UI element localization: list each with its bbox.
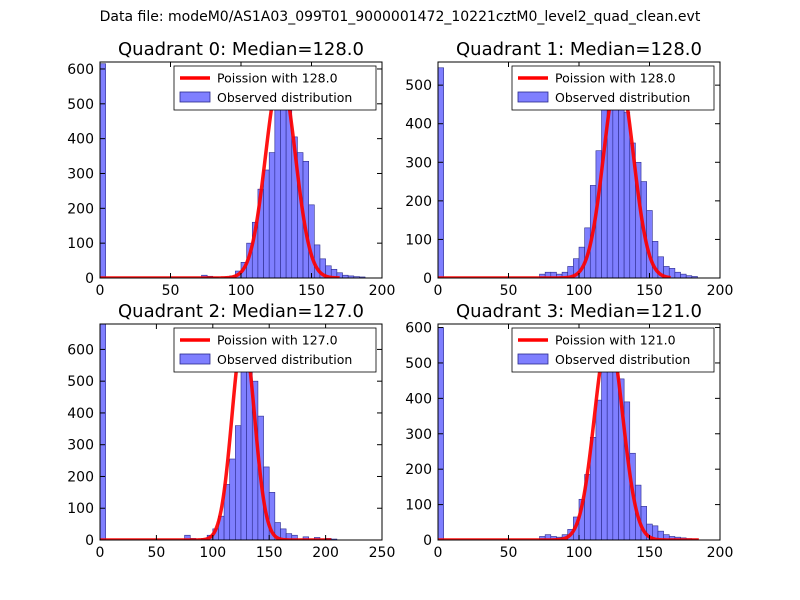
- bar-bin: [680, 273, 687, 278]
- y-tick-label: 300: [405, 427, 432, 443]
- y-tick-label: 400: [67, 132, 94, 148]
- x-tick-label: 50: [147, 545, 165, 561]
- bar-bin: [268, 152, 276, 278]
- y-tick-label: 300: [67, 166, 94, 182]
- y-tick-label: 600: [405, 321, 432, 337]
- y-tick-label: 0: [85, 533, 94, 549]
- axes-frame: [99, 323, 383, 541]
- legend-bar-swatch: [517, 91, 549, 103]
- x-tick-label: 200: [707, 283, 734, 299]
- y-tick-label: 0: [423, 533, 432, 549]
- panel-title: Quadrant 0: Median=128.0: [118, 39, 364, 60]
- x-tick-label: 150: [636, 283, 663, 299]
- poisson-curve-quadrant-3: [438, 332, 700, 540]
- x-tick-label: 200: [707, 545, 734, 561]
- poisson-curve-group: [438, 332, 700, 540]
- y-tick-label: 100: [67, 236, 94, 252]
- y-tick-label: 400: [67, 406, 94, 422]
- legend-label-poisson: Poission with 128.0: [217, 71, 338, 86]
- x-tick-label: 50: [162, 283, 180, 299]
- bar-bin: [595, 399, 602, 540]
- bar-bin: [229, 458, 236, 540]
- x-tick-label: 0: [434, 545, 443, 561]
- bar-bin: [438, 67, 444, 278]
- y-tick-label: 100: [405, 232, 432, 248]
- panel-title: Quadrant 3: Median=121.0: [456, 301, 702, 322]
- legend: Poission with 121.0 Observed distribution: [511, 327, 715, 373]
- legend: Poission with 127.0 Observed distribution: [173, 327, 377, 373]
- bar-bin: [100, 324, 106, 540]
- y-tick-label: 0: [423, 271, 432, 287]
- y-tick-label: 200: [405, 194, 432, 210]
- bar-bin: [100, 63, 106, 278]
- legend: Poission with 128.0 Observed distribution: [173, 65, 377, 111]
- panel-title: Quadrant 2: Median=127.0: [118, 301, 364, 322]
- legend-bar-swatch: [517, 353, 549, 365]
- x-tick-label: 0: [96, 545, 105, 561]
- bar-bin: [618, 86, 625, 278]
- x-tick-label: 50: [500, 545, 518, 561]
- legend-box: [511, 327, 715, 373]
- x-tick-label: 0: [434, 283, 443, 299]
- y-tick-label: 500: [67, 97, 94, 113]
- y-tick-label: 200: [67, 469, 94, 485]
- legend: Poission with 128.0 Observed distribution: [511, 65, 715, 111]
- x-tick-label: 150: [298, 283, 325, 299]
- x-tick-label: 150: [256, 545, 283, 561]
- bar-bin: [623, 111, 631, 278]
- legend-label-poisson: Poission with 127.0: [217, 333, 338, 348]
- legend-label-poisson: Poission with 128.0: [555, 71, 676, 86]
- legend-label-poisson: Poission with 121.0: [555, 333, 676, 348]
- x-tick-label: 0: [96, 283, 105, 299]
- x-tick-label: 100: [199, 545, 226, 561]
- bar-bin: [274, 89, 281, 278]
- y-tick-label: 200: [67, 201, 94, 217]
- x-tick-label: 250: [369, 545, 396, 561]
- bar-bin: [601, 371, 608, 540]
- x-tick-label: 50: [500, 283, 518, 299]
- x-tick-label: 200: [369, 283, 396, 299]
- x-tick-label: 150: [636, 545, 663, 561]
- legend-bar-swatch: [179, 91, 211, 103]
- legend-label-observed: Observed distribution: [217, 352, 352, 367]
- y-tick-label: 500: [405, 356, 432, 372]
- panel-quadrant-1: 0 50 100 150 200 0 100 200 300 400 500 Quadrant 1: …: [405, 39, 733, 299]
- x-tick-label: 200: [312, 545, 339, 561]
- x-tick-label: 100: [228, 283, 255, 299]
- y-tick-label: 600: [67, 342, 94, 358]
- legend-label-observed: Observed distribution: [217, 90, 352, 105]
- legend-bar-swatch: [179, 353, 211, 365]
- y-tick-label: 200: [405, 462, 432, 478]
- y-tick-label: 0: [85, 271, 94, 287]
- bar-bin: [263, 169, 270, 278]
- legend-box: [173, 327, 377, 373]
- bar-bin: [674, 271, 681, 278]
- y-tick-label: 500: [405, 78, 432, 94]
- legend-label-observed: Observed distribution: [555, 90, 690, 105]
- y-tick-label: 100: [67, 501, 94, 517]
- y-tick-label: 500: [67, 374, 94, 390]
- figure-title: Data file: modeM0/AS1A03_099T01_90000014…: [99, 9, 701, 25]
- panel-quadrant-0: 0 50 100 150 200 0 100 200 300 400 500 600 Quadrant …: [67, 39, 395, 299]
- x-tick-label: 100: [566, 283, 593, 299]
- y-tick-label: 300: [67, 438, 94, 454]
- y-tick-label: 300: [405, 155, 432, 171]
- bar-bin: [240, 345, 247, 540]
- legend-label-observed: Observed distribution: [555, 352, 690, 367]
- legend-box: [173, 65, 377, 111]
- y-tick-label: 400: [405, 117, 432, 133]
- bar-bin: [691, 276, 698, 278]
- x-tick-label: 100: [566, 545, 593, 561]
- panel-quadrant-2: 0 50 100 150 200 250 0 100 200 300 400 500 600 Quadra…: [67, 301, 395, 561]
- bar-bin: [606, 348, 614, 540]
- panel-quadrant-3: 0 50 100 150 200 0 100 200 300 400 500 600 Quadrant …: [405, 301, 733, 561]
- y-tick-label: 100: [405, 498, 432, 514]
- y-tick-label: 600: [67, 62, 94, 78]
- panel-title: Quadrant 1: Median=128.0: [456, 39, 702, 60]
- bar-bin: [235, 425, 242, 540]
- legend-box: [511, 65, 715, 111]
- y-tick-label: 400: [405, 391, 432, 407]
